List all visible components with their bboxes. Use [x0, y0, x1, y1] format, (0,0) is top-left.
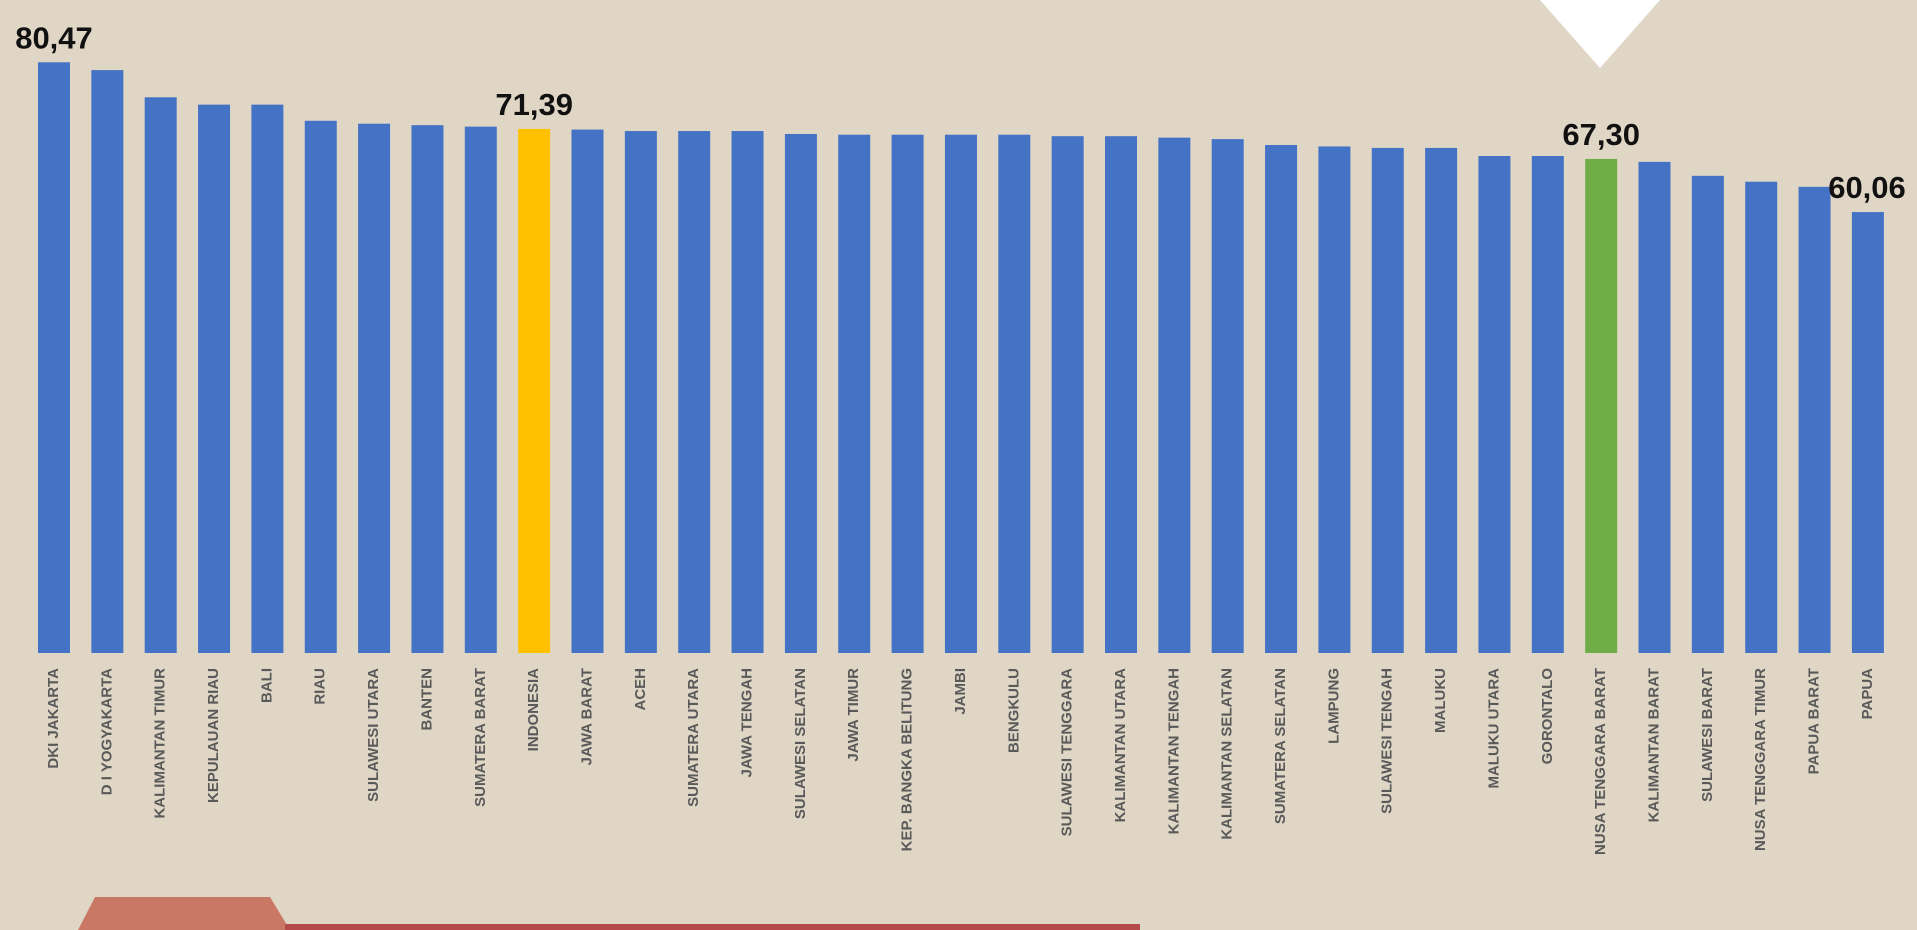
bar [1425, 147, 1458, 653]
bar [464, 126, 497, 654]
bar [784, 133, 817, 653]
x-tick-label: KALIMANTAN SELATAN [1219, 668, 1236, 840]
x-tick-label: JAWA BARAT [578, 668, 595, 766]
x-tick-label: JAWA TENGAH [739, 668, 756, 777]
bar [91, 70, 124, 653]
bar [1638, 161, 1671, 653]
x-tick-label: NUSA TENGGARA TIMUR [1752, 668, 1769, 851]
x-tick-label: RIAU [312, 668, 329, 705]
bar [998, 134, 1031, 653]
value-label: 67,30 [1562, 117, 1640, 152]
x-tick-label: LAMPUNG [1325, 668, 1342, 744]
x-tick-label: D I YOGYAKARTA [98, 668, 115, 795]
bar [38, 62, 70, 653]
bar [304, 120, 337, 653]
x-tick-label: NUSA TENGGARA BARAT [1592, 668, 1609, 855]
decor-bar [285, 924, 1140, 930]
bar [1585, 158, 1618, 653]
bar [251, 104, 284, 653]
bar [1531, 156, 1564, 653]
x-tick-label: PAPUA [1859, 668, 1876, 720]
x-tick-label: GORONTALO [1539, 668, 1556, 765]
x-tick-label: DKI JAKARTA [45, 668, 62, 769]
bar [624, 131, 657, 653]
bar [891, 134, 924, 653]
x-tick-label: KALIMANTAN TIMUR [152, 668, 169, 819]
bar [1265, 144, 1298, 653]
bar [1371, 147, 1404, 653]
decor-tab [78, 897, 290, 930]
x-tick-label: SULAWESI TENGGARA [1059, 668, 1076, 837]
bar [198, 104, 231, 653]
bar [731, 131, 764, 653]
x-tick-label: KALIMANTAN TENGAH [1165, 668, 1182, 834]
x-tick-label: BENGKULU [1005, 668, 1022, 753]
bar [571, 129, 604, 654]
bar [1158, 137, 1191, 653]
x-tick-label: PAPUA BARAT [1806, 668, 1823, 774]
bar [838, 134, 871, 653]
bar [411, 125, 444, 653]
bar [358, 123, 391, 654]
x-tick-label: BANTEN [418, 668, 435, 731]
bar [144, 97, 177, 653]
x-tick-label: SULAWESI UTARA [365, 668, 382, 802]
x-tick-label: JAWA TIMUR [845, 668, 862, 762]
bar [1211, 139, 1244, 653]
bar [1318, 146, 1351, 654]
x-tick-label: BALI [258, 668, 275, 703]
bar [678, 131, 711, 653]
bar [1105, 136, 1137, 654]
x-tick-label: SULAWESI SELATAN [792, 668, 809, 819]
value-label: 80,47 [15, 20, 93, 55]
x-tick-label: KALIMANTAN UTARA [1112, 668, 1129, 823]
bar [518, 128, 551, 654]
x-tick-label: MALUKU [1432, 668, 1449, 733]
x-tick-label: SUMATERA SELATAN [1272, 668, 1289, 824]
bar [1691, 175, 1724, 653]
bar [1851, 212, 1884, 654]
bar [1051, 136, 1084, 654]
value-label: 71,39 [495, 87, 573, 122]
x-tick-label: SULAWESI TENGAH [1379, 668, 1396, 814]
x-tick-label: SUMATERA BARAT [472, 668, 489, 807]
x-tick-label: SULAWESI BARAT [1699, 668, 1716, 802]
bar [1478, 156, 1511, 653]
x-tick-label: JAMBI [952, 668, 969, 715]
x-tick-label: KALIMANTAN BARAT [1645, 668, 1662, 822]
x-tick-label: ACEH [632, 668, 649, 711]
x-tick-label: MALUKU UTARA [1485, 668, 1502, 789]
x-tick-label: KEP. BANGKA BELITUNG [899, 668, 916, 851]
bar [944, 134, 977, 653]
x-tick-label: KEPULAUAN RIAU [205, 668, 222, 803]
bar [1798, 186, 1831, 653]
bar [1745, 181, 1778, 653]
x-tick-label: INDONESIA [525, 668, 542, 752]
x-tick-label: SUMATERA UTARA [685, 668, 702, 807]
value-label: 60,06 [1828, 170, 1906, 205]
decor-triangle [1540, 0, 1660, 68]
